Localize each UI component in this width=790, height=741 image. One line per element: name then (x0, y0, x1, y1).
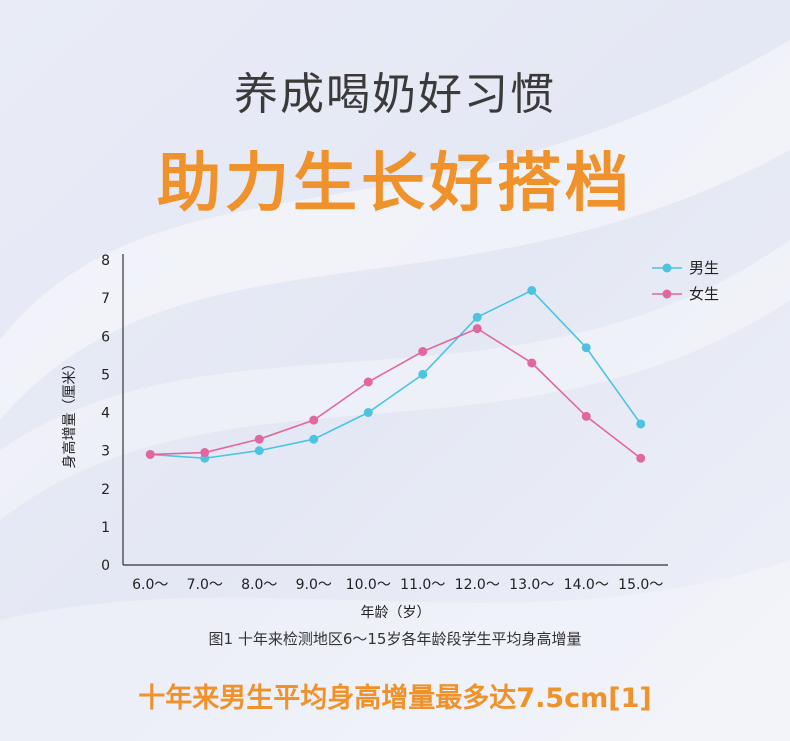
data-point (527, 358, 537, 368)
x-tick-label: 12.0～ (455, 577, 500, 593)
y-axis-label: 身高增量（厘米） (61, 357, 78, 469)
y-tick-label: 5 (101, 367, 110, 383)
data-point (418, 369, 428, 379)
y-tick-label: 6 (101, 329, 110, 345)
data-point (636, 453, 646, 463)
series-line-boys (150, 289, 642, 460)
x-tick-label: 13.0～ (509, 577, 554, 593)
page-subtitle: 助力生长好搭档 (157, 147, 633, 221)
legend-label: 女生 (689, 285, 719, 303)
y-tick-label: 7 (101, 291, 110, 307)
x-tick-label: 11.0～ (400, 577, 445, 593)
x-tick-label: 14.0～ (564, 577, 609, 593)
data-point (309, 415, 319, 425)
x-axis-label: 年龄（岁） (361, 605, 431, 621)
y-tick-label: 3 (101, 444, 110, 460)
y-tick-label: 0 (101, 558, 110, 574)
chart-container: 0 1 2 3 4 5 6 7 8 6.0～ 7.0～ 8.0～ 9.0～ 10.0～ 11.0～ 12.0～… (0, 240, 790, 630)
data-point (418, 347, 428, 356)
series-line-girls (150, 327, 642, 459)
page-title: 养成喝奶好习惯 (234, 69, 556, 120)
data-point (581, 343, 591, 353)
data-point (581, 411, 591, 421)
data-point (145, 449, 155, 459)
x-tick-label: 9.0～ (296, 577, 332, 593)
legend-swatch-marker (662, 263, 672, 273)
data-point (200, 448, 210, 458)
footer-highlight: 十年来男生平均身高增量最多达7.5cm[1] (138, 683, 652, 714)
x-tick-label: 10.0～ (346, 577, 391, 593)
data-point (309, 434, 319, 444)
legend-label: 男生 (689, 259, 719, 277)
data-point (254, 446, 264, 456)
y-tick-label: 4 (101, 406, 110, 422)
x-tick-label: 8.0～ (241, 577, 277, 593)
legend-swatch-marker (662, 289, 672, 299)
data-point (472, 324, 482, 334)
data-point (527, 286, 537, 295)
x-tick-label: 15.0～ (618, 577, 663, 593)
y-tick-label: 1 (101, 520, 110, 536)
x-tick-label: 6.0～ (132, 577, 168, 593)
data-point (472, 312, 482, 322)
y-tick-label: 2 (101, 482, 110, 498)
data-point (363, 377, 373, 387)
data-point (363, 408, 373, 417)
x-tick-label: 7.0～ (187, 577, 223, 593)
line-chart: 0 1 2 3 4 5 6 7 8 6.0～ 7.0～ 8.0～ 9.0～ 10.0～ 11.0～ 12.0～… (61, 253, 719, 621)
y-tick-label: 8 (101, 253, 110, 269)
data-point (254, 434, 264, 444)
data-point (636, 419, 646, 429)
chart-caption: 图1 十年来检测地区6～15岁各年龄段学生平均身高增量 (208, 630, 582, 648)
